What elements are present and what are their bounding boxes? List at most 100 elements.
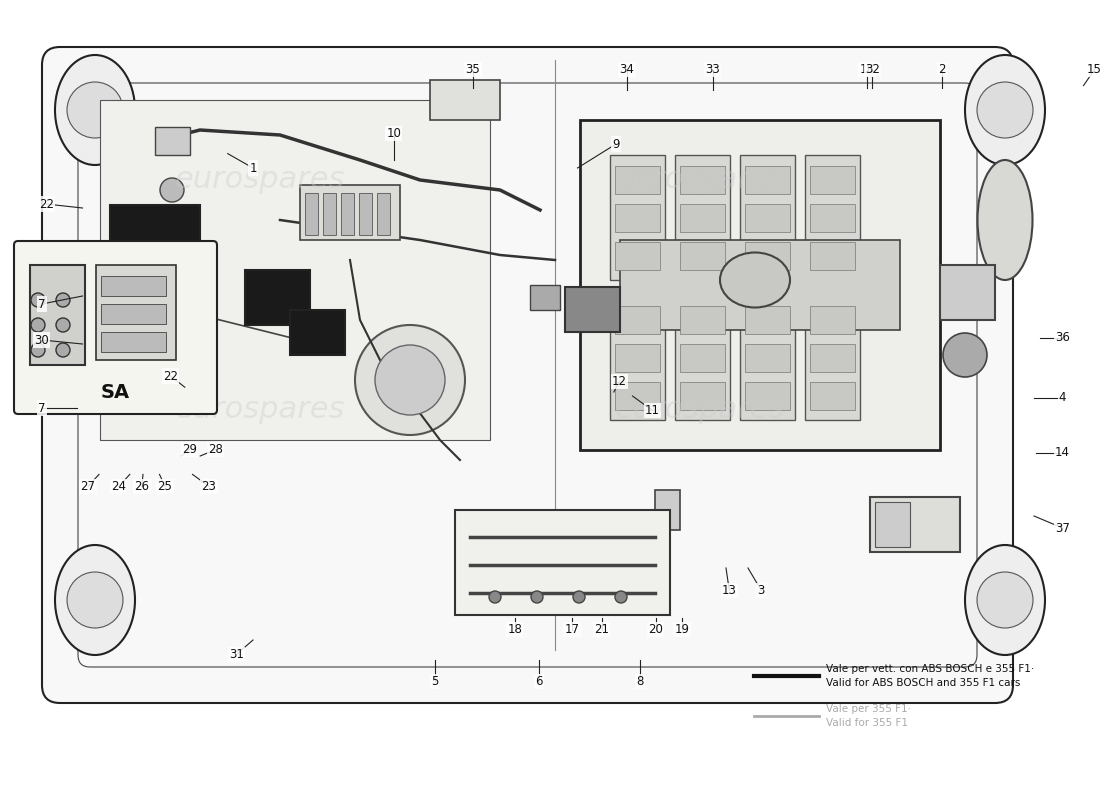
- Bar: [100, 100, 490, 440]
- Bar: [805, 155, 860, 280]
- Text: 14: 14: [1055, 446, 1070, 459]
- Bar: [305, 193, 318, 235]
- Bar: [110, 205, 200, 270]
- Bar: [101, 276, 166, 296]
- Bar: [615, 306, 660, 334]
- Text: 24: 24: [111, 480, 126, 493]
- Bar: [615, 204, 660, 232]
- Circle shape: [977, 82, 1033, 138]
- Bar: [675, 155, 730, 280]
- Ellipse shape: [978, 160, 1033, 280]
- Bar: [155, 127, 190, 155]
- Text: Valid for ABS BOSCH and 355 F1 cars: Valid for ABS BOSCH and 355 F1 cars: [825, 678, 1020, 688]
- Bar: [377, 193, 390, 235]
- Circle shape: [31, 343, 45, 357]
- Bar: [610, 295, 665, 420]
- Text: 10: 10: [386, 127, 402, 140]
- Bar: [680, 242, 725, 270]
- Text: SA: SA: [101, 382, 130, 402]
- Bar: [30, 265, 85, 365]
- Bar: [654, 490, 680, 530]
- Bar: [565, 287, 620, 332]
- Text: Vale per vett. con ABS BOSCH e 355 F1·: Vale per vett. con ABS BOSCH e 355 F1·: [825, 664, 1034, 674]
- FancyBboxPatch shape: [42, 47, 1013, 703]
- Text: 13: 13: [722, 584, 737, 597]
- Bar: [745, 306, 790, 334]
- Text: 28: 28: [208, 443, 223, 456]
- Text: Valid for 355 F1: Valid for 355 F1: [825, 718, 908, 728]
- Circle shape: [160, 178, 184, 202]
- Bar: [359, 193, 372, 235]
- Bar: [615, 242, 660, 270]
- Bar: [940, 265, 996, 320]
- Bar: [810, 242, 855, 270]
- Text: 12: 12: [612, 375, 627, 388]
- Text: 25: 25: [157, 480, 173, 493]
- Text: 4: 4: [1059, 391, 1066, 404]
- Bar: [810, 344, 855, 372]
- Text: 15: 15: [1087, 63, 1100, 76]
- Circle shape: [490, 591, 500, 603]
- Circle shape: [67, 572, 123, 628]
- Ellipse shape: [720, 253, 790, 307]
- Bar: [680, 166, 725, 194]
- Text: 35: 35: [465, 63, 481, 76]
- Bar: [290, 310, 345, 355]
- Text: 29: 29: [182, 443, 197, 456]
- Bar: [620, 240, 900, 330]
- Ellipse shape: [965, 545, 1045, 655]
- Bar: [323, 193, 336, 235]
- Text: 36: 36: [1055, 331, 1070, 344]
- Ellipse shape: [55, 55, 135, 165]
- Text: Vale per 355 F1·: Vale per 355 F1·: [825, 704, 911, 714]
- Bar: [615, 382, 660, 410]
- Text: 5: 5: [431, 675, 438, 688]
- Circle shape: [31, 293, 45, 307]
- Text: 34: 34: [619, 63, 635, 76]
- Circle shape: [31, 318, 45, 332]
- Bar: [530, 285, 560, 310]
- Text: 3: 3: [758, 584, 764, 597]
- Bar: [580, 120, 940, 450]
- Text: 7: 7: [39, 402, 45, 414]
- Ellipse shape: [55, 545, 135, 655]
- Bar: [745, 382, 790, 410]
- Text: 30: 30: [34, 334, 50, 346]
- Text: 32: 32: [865, 63, 880, 76]
- Text: 11: 11: [645, 404, 660, 417]
- Circle shape: [355, 325, 465, 435]
- Circle shape: [615, 591, 627, 603]
- Circle shape: [56, 293, 70, 307]
- Circle shape: [375, 345, 446, 415]
- Circle shape: [67, 82, 123, 138]
- Text: 27: 27: [80, 480, 96, 493]
- Text: 2: 2: [938, 63, 945, 76]
- Text: 20: 20: [648, 623, 663, 636]
- Text: 26: 26: [134, 480, 150, 493]
- Circle shape: [56, 318, 70, 332]
- Text: 33: 33: [705, 63, 720, 76]
- Text: 7: 7: [39, 298, 45, 310]
- Text: 19: 19: [674, 623, 690, 636]
- Bar: [810, 382, 855, 410]
- Bar: [680, 344, 725, 372]
- Circle shape: [56, 343, 70, 357]
- Ellipse shape: [965, 55, 1045, 165]
- Bar: [615, 166, 660, 194]
- Circle shape: [977, 572, 1033, 628]
- Text: 21: 21: [594, 623, 609, 636]
- Bar: [101, 304, 166, 324]
- Bar: [870, 497, 960, 552]
- Bar: [810, 204, 855, 232]
- Text: 9: 9: [613, 138, 619, 150]
- Circle shape: [573, 591, 585, 603]
- Bar: [740, 295, 795, 420]
- Bar: [101, 332, 166, 352]
- Text: 17: 17: [564, 623, 580, 636]
- Bar: [610, 155, 665, 280]
- Text: 37: 37: [1055, 522, 1070, 534]
- Bar: [745, 344, 790, 372]
- Bar: [805, 295, 860, 420]
- Text: eurospares: eurospares: [175, 395, 345, 425]
- Bar: [745, 242, 790, 270]
